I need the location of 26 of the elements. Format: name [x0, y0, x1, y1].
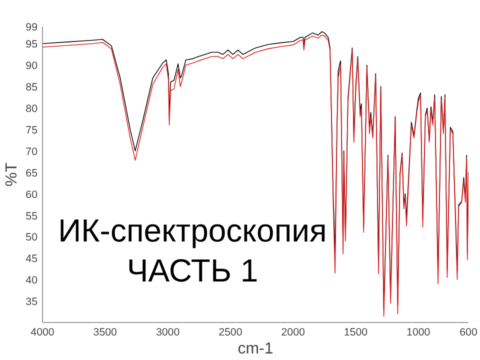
x-tick-label: 600 [460, 326, 478, 338]
y-tick-label: 70 [26, 146, 38, 158]
annotation: ЧАСТЬ 1 [126, 252, 258, 288]
x-tick-label: 2500 [218, 326, 242, 338]
x-tick-label: 4000 [30, 326, 54, 338]
y-tick-label: 40 [26, 274, 38, 287]
y-tick-label: 85 [26, 82, 38, 94]
x-tick-label: 2000 [281, 326, 306, 338]
y-tick-label: 45 [26, 253, 38, 266]
x-tick-label: 1000 [406, 326, 430, 338]
y-tick-label: 90 [26, 60, 38, 72]
y-tick-label: 65 [26, 167, 38, 180]
y-tick-label: 55 [26, 210, 38, 222]
y-tick-label: 60 [26, 188, 38, 201]
y-tick-label: 35 [26, 296, 38, 308]
y-tick-label: 99 [26, 22, 38, 34]
y-tick-label: 95 [26, 38, 38, 51]
y-tick-label: 75 [26, 124, 38, 136]
x-tick-label: 3000 [156, 326, 180, 338]
annotation: ИК-спектроскопия [58, 212, 327, 248]
x-tick-label: 1500 [344, 326, 368, 338]
y-tick-label: 80 [26, 103, 38, 116]
y-tick-label: 50 [26, 232, 38, 244]
x-axis-title: cm-1 [238, 340, 274, 358]
y-axis-title: %T [4, 162, 21, 186]
x-tick-label: 3500 [93, 326, 118, 338]
